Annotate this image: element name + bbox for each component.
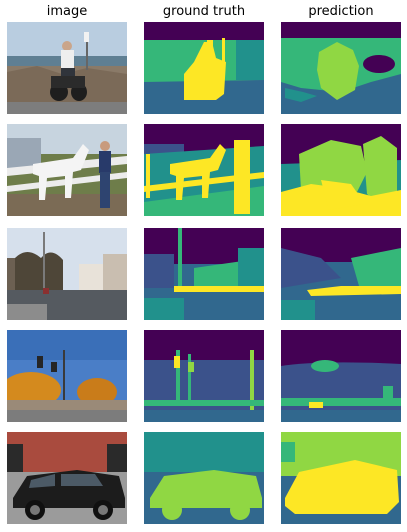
row3-prediction bbox=[281, 228, 401, 320]
row5-ground-truth bbox=[144, 432, 264, 524]
row2-prediction bbox=[281, 124, 401, 216]
row1-ground-truth bbox=[144, 22, 264, 114]
row3-ground-truth bbox=[144, 228, 264, 320]
row5-prediction bbox=[281, 432, 401, 524]
row1-image bbox=[7, 22, 127, 114]
header-prediction: prediction bbox=[308, 4, 374, 19]
row4-ground-truth bbox=[144, 330, 264, 422]
header-ground-truth: ground truth bbox=[162, 4, 246, 19]
row2-ground-truth bbox=[144, 124, 264, 216]
row5-image bbox=[7, 432, 127, 524]
row1-prediction bbox=[281, 22, 401, 114]
row2-image bbox=[7, 124, 127, 216]
row3-image bbox=[7, 228, 127, 320]
row4-prediction bbox=[281, 330, 401, 422]
header-image: image bbox=[46, 4, 88, 19]
row4-image bbox=[7, 330, 127, 422]
